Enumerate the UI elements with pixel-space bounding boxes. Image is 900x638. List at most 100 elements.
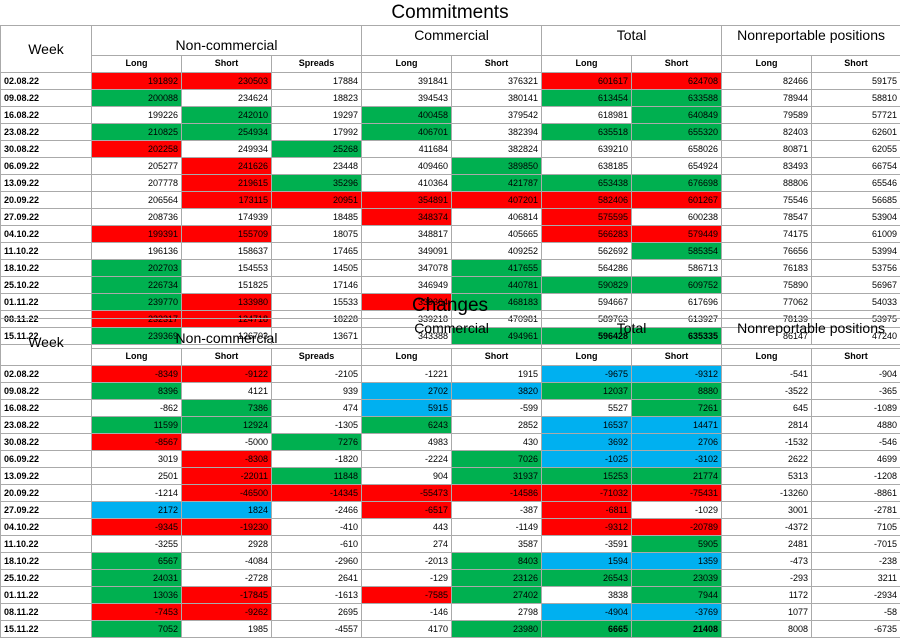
changes-value-cell: 904 — [362, 468, 452, 485]
commitments-value-cell: 405665 — [452, 226, 542, 243]
changes-value-cell: 8008 — [722, 621, 812, 638]
changes-week-date: 30.08.22 — [1, 434, 92, 451]
changes-value-cell: 2928 — [182, 536, 272, 553]
changes-week-date: 23.08.22 — [1, 417, 92, 434]
commitments-value-cell: 590829 — [542, 277, 632, 294]
changes-column-header: Long — [542, 348, 632, 366]
commitments-value-cell: 391841 — [362, 73, 452, 90]
changes-value-cell: -3522 — [722, 383, 812, 400]
commitments-value-cell: 653438 — [542, 175, 632, 192]
changes-value-cell: -365 — [812, 383, 900, 400]
changes-value-cell: 7276 — [272, 434, 362, 451]
changes-value-cell: -1532 — [722, 434, 812, 451]
changes-value-cell: -1613 — [272, 587, 362, 604]
changes-value-cell: 11599 — [92, 417, 182, 434]
changes-value-cell: 2702 — [362, 383, 452, 400]
changes-value-cell: -9312 — [542, 519, 632, 536]
changes-week-date: 27.09.22 — [1, 502, 92, 519]
changes-value-cell: -8308 — [182, 451, 272, 468]
changes-week-date: 16.08.22 — [1, 400, 92, 417]
commitments-value-cell: 174939 — [182, 209, 272, 226]
commitments-value-cell: 241626 — [182, 158, 272, 175]
commitments-group-header: Non-commercial — [92, 26, 362, 56]
commitments-value-cell: 639210 — [542, 141, 632, 158]
commitments-value-cell: 88806 — [722, 175, 812, 192]
changes-week-date: 09.08.22 — [1, 383, 92, 400]
commitments-group-header: Nonreportable positions — [722, 26, 900, 56]
commitments-week-date: 11.10.22 — [1, 243, 92, 260]
commitments-value-cell: 638185 — [542, 158, 632, 175]
commitments-value-cell: 154553 — [182, 260, 272, 277]
commitments-value-cell: 151825 — [182, 277, 272, 294]
commitments-value-cell: 600238 — [632, 209, 722, 226]
changes-week-date: 25.10.22 — [1, 570, 92, 587]
changes-value-cell: 1359 — [632, 553, 722, 570]
commitments-value-cell: 199391 — [92, 226, 182, 243]
changes-value-cell: 2852 — [452, 417, 542, 434]
commitments-value-cell: 18823 — [272, 90, 362, 107]
commitments-value-cell: 20951 — [272, 192, 362, 209]
changes-column-header: Long — [362, 348, 452, 366]
changes-value-cell: 4121 — [182, 383, 272, 400]
commitments-week-date: 18.10.22 — [1, 260, 92, 277]
commitments-value-cell: 57721 — [812, 107, 900, 124]
commitments-value-cell: 601617 — [542, 73, 632, 90]
commitments-value-cell: 579449 — [632, 226, 722, 243]
changes-value-cell: 2481 — [722, 536, 812, 553]
changes-value-cell: -473 — [722, 553, 812, 570]
changes-value-cell: 2814 — [722, 417, 812, 434]
commitments-value-cell: 65546 — [812, 175, 900, 192]
changes-value-cell: 2695 — [272, 604, 362, 621]
changes-value-cell: 23980 — [452, 621, 542, 638]
changes-value-cell: 21408 — [632, 621, 722, 638]
changes-value-cell: 645 — [722, 400, 812, 417]
commitments-value-cell: 394543 — [362, 90, 452, 107]
commitments-group-header: Total — [542, 26, 722, 56]
commitments-value-cell: 83493 — [722, 158, 812, 175]
changes-value-cell: 8403 — [452, 553, 542, 570]
changes-value-cell: 31937 — [452, 468, 542, 485]
commitments-value-cell: 61009 — [812, 226, 900, 243]
commitments-column-header: Short — [452, 55, 542, 73]
changes-column-header: Long — [92, 348, 182, 366]
commitments-value-cell: 19297 — [272, 107, 362, 124]
commitments-value-cell: 18485 — [272, 209, 362, 226]
commitments-value-cell: 56685 — [812, 192, 900, 209]
changes-value-cell: -7585 — [362, 587, 452, 604]
changes-value-cell: 16537 — [542, 417, 632, 434]
changes-value-cell: 5905 — [632, 536, 722, 553]
changes-value-cell: 474 — [272, 400, 362, 417]
changes-value-cell: 430 — [452, 434, 542, 451]
changes-value-cell: -6517 — [362, 502, 452, 519]
changes-value-cell: -2466 — [272, 502, 362, 519]
changes-value-cell: -238 — [812, 553, 900, 570]
changes-week-date: 15.11.22 — [1, 621, 92, 638]
commitments-value-cell: 618981 — [542, 107, 632, 124]
commitments-value-cell: 254934 — [182, 124, 272, 141]
changes-value-cell: -8349 — [92, 366, 182, 383]
changes-week-date: 06.09.22 — [1, 451, 92, 468]
commitments-value-cell: 406814 — [452, 209, 542, 226]
commitments-value-cell: 440781 — [452, 277, 542, 294]
changes-value-cell: 24031 — [92, 570, 182, 587]
commitments-week-date: 20.09.22 — [1, 192, 92, 209]
commitments-value-cell: 56967 — [812, 277, 900, 294]
changes-value-cell: -17845 — [182, 587, 272, 604]
commitments-value-cell: 80871 — [722, 141, 812, 158]
changes-value-cell: -1820 — [272, 451, 362, 468]
commitments-value-cell: 53756 — [812, 260, 900, 277]
changes-value-cell: -1305 — [272, 417, 362, 434]
commitments-value-cell: 74175 — [722, 226, 812, 243]
changes-value-cell: 26543 — [542, 570, 632, 587]
commitments-value-cell: 382824 — [452, 141, 542, 158]
commitments-value-cell: 23448 — [272, 158, 362, 175]
commitments-week-date: 25.10.22 — [1, 277, 92, 294]
changes-value-cell: -5000 — [182, 434, 272, 451]
commitments-value-cell: 17146 — [272, 277, 362, 294]
